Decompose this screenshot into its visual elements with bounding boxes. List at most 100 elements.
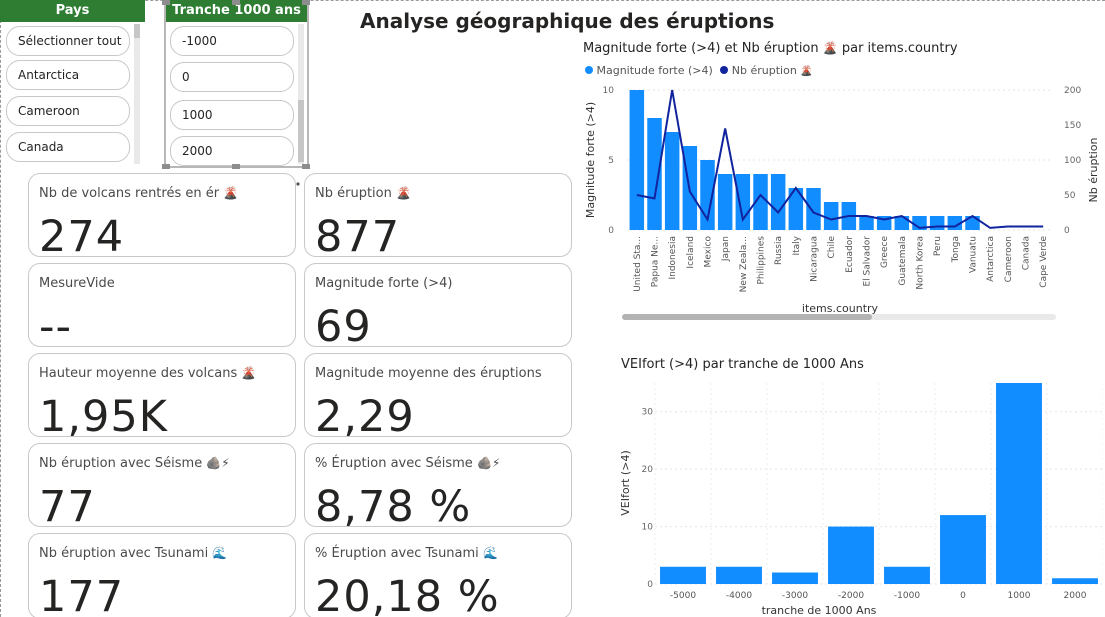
- chart2-bar: [884, 566, 930, 584]
- chart1-xtick-label: Cameroon: [1004, 236, 1014, 282]
- kpi-label: Nb éruption avec Tsunami 🌊: [39, 546, 227, 561]
- chart2-xtick-label: 0: [960, 591, 966, 601]
- kpi-card-pct-eruption-seisme: % Éruption avec Séisme 🪨⚡ 8,78 %: [304, 443, 572, 532]
- kpi-label-text: % Éruption avec Tsunami: [315, 546, 479, 561]
- chart1-xtick-label: Vanuatu: [969, 236, 979, 273]
- chart1-xtick-label: Tonga: [951, 236, 961, 263]
- chart1-xaxis-title: items.country: [802, 302, 879, 315]
- chart1-xtick-label: North Korea: [916, 236, 926, 290]
- chart1-xtick-label: Italy: [792, 235, 802, 255]
- chart1-bar: [770, 174, 786, 230]
- resize-handle-tl[interactable]: [162, 0, 170, 5]
- chart2-yaxis-title: VEIfort (>4): [619, 450, 632, 515]
- kpi-card-magnitude-forte: Magnitude forte (>4) 69: [304, 263, 572, 352]
- chart2-xtick-label: -2000: [838, 591, 864, 601]
- kpi-value: 2,29: [315, 392, 415, 442]
- chart2-bar: [828, 526, 874, 584]
- chart1-scroll-thumb[interactable]: [622, 314, 872, 320]
- chart1-xtick-label: Iceland: [686, 236, 696, 269]
- kpi-card-magnitude-moyenne: Magnitude moyenne des éruptions 2,29: [304, 353, 572, 442]
- chart2-xtick-label: 1000: [1008, 591, 1031, 601]
- slicer-pays-header: Pays: [0, 0, 145, 22]
- chart1-y2tick-label: 50: [1064, 191, 1076, 201]
- kpi-label-text: Nb de volcans rentrés en ér: [39, 186, 220, 201]
- chart1-xtick-label: New Zeala...: [739, 236, 749, 292]
- chart2-xtick-label: -1000: [894, 591, 920, 601]
- kpi-value: 77: [39, 482, 96, 532]
- kpi-card-hauteur-moyenne: Hauteur moyenne des volcans 🌋 1,95K: [28, 353, 296, 442]
- chart1-xtick-label: Cape Verde: [1039, 236, 1049, 288]
- chart1-xtick-label: Greece: [880, 236, 890, 268]
- wave-icon: 🌊: [482, 546, 498, 560]
- chart2-bar: [772, 572, 818, 584]
- chart1-xtick-label: Papua Ne...: [651, 236, 661, 287]
- chart1-xtick-label: Canada: [1022, 236, 1032, 270]
- kpi-label: Hauteur moyenne des volcans 🌋: [39, 366, 256, 381]
- kpi-label: Magnitude moyenne des éruptions: [315, 366, 542, 381]
- chart1-xtick-label: Ecuador: [845, 236, 855, 273]
- chart2-xtick-label: -4000: [726, 591, 752, 601]
- slicer-tranche-scroll-thumb[interactable]: [298, 100, 304, 162]
- slicer-pays-scrollbar[interactable]: [134, 24, 140, 164]
- chart1-bar: [823, 202, 839, 230]
- kpi-card-nb-eruption: Nb éruption 🌋 877: [304, 173, 572, 262]
- kpi-card-nb-volcans: Nb de volcans rentrés en ér 🌋 274: [28, 173, 296, 262]
- chart1-bar: [859, 216, 874, 230]
- volcano-icon: 🌋: [396, 186, 411, 200]
- slicer-tranche-item-minus1000[interactable]: -1000: [170, 26, 294, 56]
- chart2-xaxis-title: tranche de 1000 Ans: [762, 604, 877, 617]
- slicer-tranche-item-1000[interactable]: 1000: [170, 100, 294, 130]
- chart2-xtick-label: -3000: [782, 591, 808, 601]
- kpi-card-mesure-vide: MesureVide --: [28, 263, 296, 352]
- chart1-y2tick-label: 200: [1064, 86, 1081, 96]
- kpi-value: 177: [39, 572, 125, 617]
- chart2-ytick-label: 10: [642, 523, 654, 533]
- kpi-value: 69: [315, 302, 372, 352]
- chart1-ytick-label: 0: [608, 226, 614, 236]
- slicer-tranche-header: Tranche 1000 ans: [166, 0, 307, 22]
- kpi-value: 877: [315, 212, 401, 262]
- kpi-card-pct-eruption-tsunami: % Éruption avec Tsunami 🌊 20,18 %: [304, 533, 572, 617]
- chart2-bar-chart: 0 10 20 30 -5000 -4000 -3000 -2000 -1000 0 1000 200…: [619, 383, 1103, 617]
- chart1-xtick-label: Indonesia: [668, 236, 678, 280]
- volcano-icon: 🌋: [241, 366, 257, 380]
- slicer-pays-select-all[interactable]: Sélectionner tout: [6, 26, 130, 56]
- slicer-pays-item-antarctica[interactable]: Antarctica: [6, 60, 130, 90]
- chart1-y2tick-label: 100: [1064, 156, 1081, 166]
- chart1-xtick-label: Peru: [933, 236, 943, 256]
- chart1-bar: [629, 90, 645, 230]
- chart1-title-suffix: par items.country: [841, 41, 958, 56]
- chart2-ytick-label: 20: [642, 465, 654, 475]
- chart1-bar: [753, 174, 768, 230]
- kpi-label: Magnitude forte (>4): [315, 276, 453, 291]
- kpi-value: 8,78 %: [315, 482, 472, 532]
- slicer-pays-item-canada[interactable]: Canada: [6, 132, 130, 162]
- chart1-xtick-label: Nicaragua: [810, 236, 820, 282]
- slicer-tranche-item-0[interactable]: 0: [170, 62, 294, 92]
- rock-lightning-icon: 🪨⚡: [476, 456, 501, 470]
- chart2-title: VEIfort (>4) par tranche de 1000 Ans: [621, 357, 864, 372]
- kpi-label-text: % Éruption avec Séisme: [315, 456, 473, 471]
- legend-label-nb-eruption[interactable]: Nb éruption: [731, 64, 797, 77]
- kpi-label: % Éruption avec Tsunami 🌊: [315, 546, 498, 561]
- legend-label-magnitude[interactable]: Magnitude forte (>4): [596, 64, 713, 77]
- resize-handle-br[interactable]: [302, 164, 310, 169]
- kpi-value: --: [39, 302, 73, 352]
- chart1-bar: [806, 188, 821, 230]
- resize-handle-bc[interactable]: [232, 164, 240, 169]
- slicer-tranche-scrollbar[interactable]: [298, 24, 304, 164]
- chart2-bar: [716, 566, 762, 584]
- resize-handle-tr[interactable]: [302, 0, 310, 5]
- slicer-pays-scroll-thumb[interactable]: [134, 24, 140, 38]
- kpi-label: Nb éruption 🌋: [315, 186, 411, 201]
- kpi-value: 20,18 %: [315, 572, 500, 617]
- chart2-bar: [660, 566, 706, 584]
- kpi-label: % Éruption avec Séisme 🪨⚡: [315, 456, 500, 471]
- resize-handle-tc[interactable]: [232, 0, 240, 5]
- resize-handle-bl[interactable]: [162, 164, 170, 169]
- slicer-pays-item-cameroon[interactable]: Cameroon: [6, 96, 130, 126]
- chart1-bar: [735, 174, 751, 230]
- slicer-tranche-item-2000[interactable]: 2000: [170, 136, 294, 166]
- kpi-label: MesureVide: [39, 276, 115, 291]
